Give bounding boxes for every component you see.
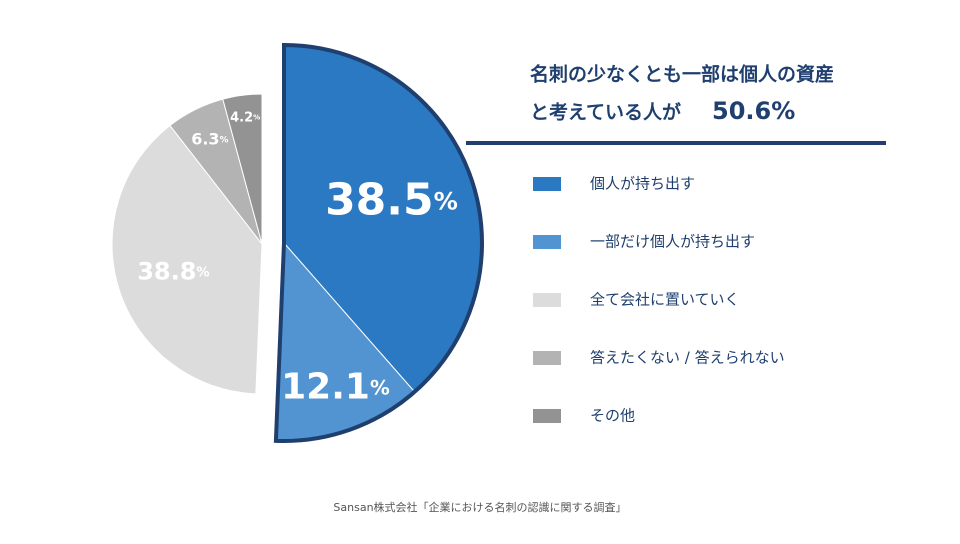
legend-swatch: [533, 351, 561, 365]
data-label: 4.2%: [230, 110, 260, 125]
annotation-highlight: 50.6%: [712, 97, 795, 125]
legend-swatch: [533, 409, 561, 423]
data-label: 38.5%: [325, 175, 458, 226]
pie-slice: [111, 124, 263, 395]
data-label: 6.3%: [191, 129, 228, 148]
annotation-line1: 名刺の少なくとも一部は個人の資産: [530, 63, 834, 86]
annotation-line2: と考えている人が: [530, 101, 681, 124]
legend-label: その他: [590, 407, 635, 425]
source: Sansan株式会社「企業における名刺の認識に関する調査」: [333, 500, 626, 514]
data-label: 12.1%: [281, 367, 390, 408]
legend-label: 個人が持ち出す: [590, 175, 695, 193]
highlight-outline: [273, 42, 484, 443]
legend-label: 答えたくない / 答えられない: [590, 349, 785, 367]
legend-swatch: [533, 235, 561, 249]
pie-slice: [222, 93, 263, 245]
data-label: 38.8%: [137, 257, 209, 285]
legend-label: 一部だけ個人が持ち出す: [590, 233, 755, 251]
legend-swatch: [533, 177, 561, 191]
legend-label: 全て会社に置いていく: [590, 291, 740, 309]
legend-swatch: [533, 293, 561, 307]
